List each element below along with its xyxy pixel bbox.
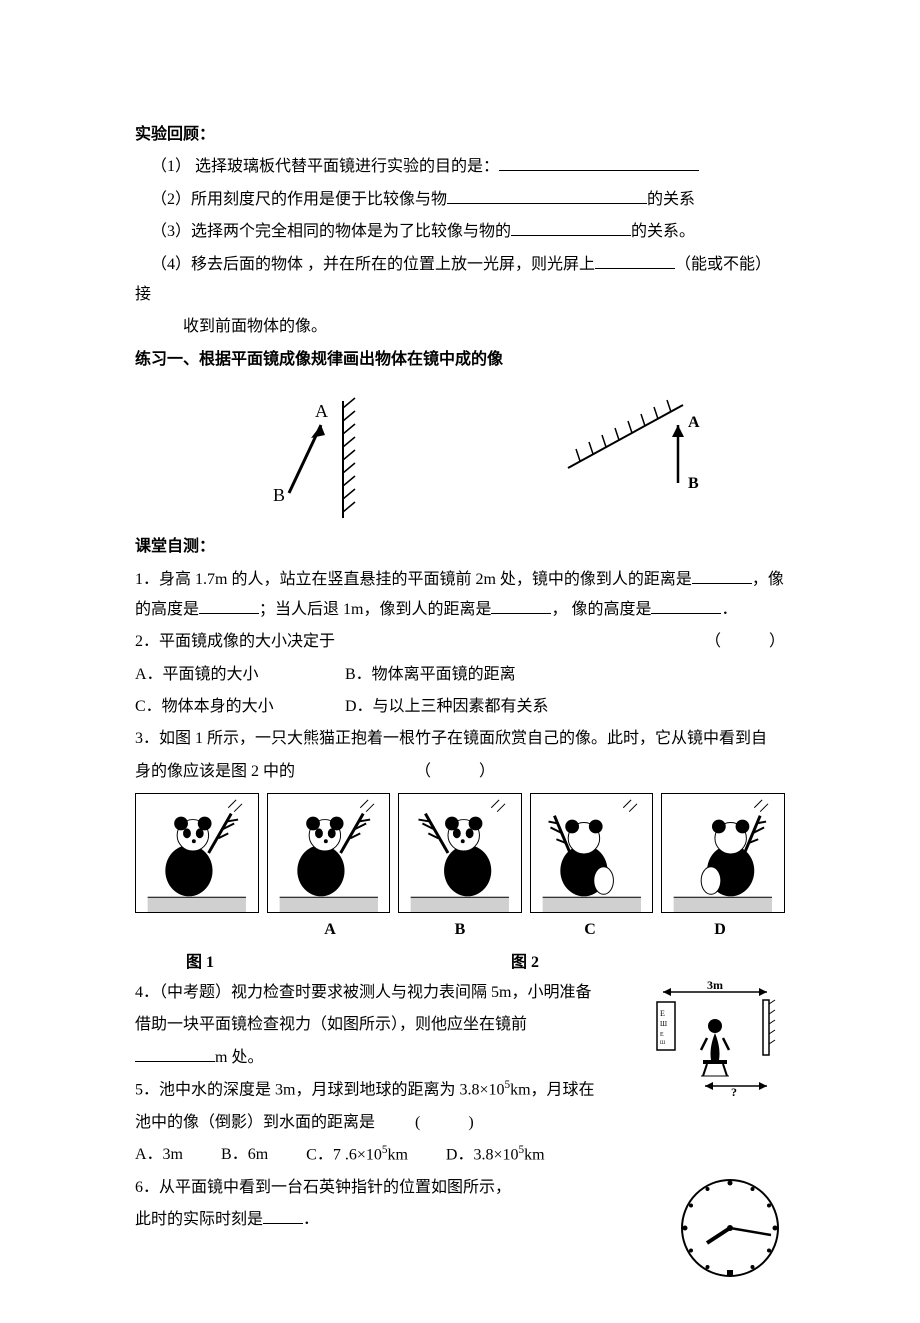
label-a: A xyxy=(265,915,395,945)
panda-opt-a[interactable] xyxy=(267,793,391,913)
ex1-heading: 练习一、根据平面镜成像规律画出物体在镜中成的像 xyxy=(135,345,785,375)
diagram-row-1: A B A B xyxy=(135,383,785,528)
q2-text: 2．平面镜成像的大小决定于 xyxy=(135,627,335,657)
q1-e: ． xyxy=(721,601,737,618)
panda-row xyxy=(135,793,785,913)
r3-post: 的关系。 xyxy=(631,223,695,240)
panda-labels: A B C D xyxy=(135,915,785,945)
q3-b: 身的像应该是图 2 中的 xyxy=(135,757,295,787)
label-c: C xyxy=(525,915,655,945)
label-d: D xyxy=(655,915,785,945)
q5-b: 池中的像（倒影）到水面的距离是 xyxy=(135,1108,375,1138)
panda-opt-d[interactable] xyxy=(661,793,785,913)
blank[interactable] xyxy=(595,253,675,269)
svg-text:B: B xyxy=(688,475,699,492)
r1-pre: （1） 选择玻璃板代替平面镜进行实验的目的是： xyxy=(151,158,499,175)
review-item-3: （3）选择两个完全相同的物体是为了比较像与物的 的关系。 xyxy=(135,217,785,247)
q4-line2: 借助一块平面镜检查视力（如图所示），则他应坐在镜前 xyxy=(135,1010,635,1040)
panda-fig1 xyxy=(135,793,259,913)
blank[interactable] xyxy=(447,188,647,204)
q5-paren[interactable]: ( ) xyxy=(415,1108,474,1138)
fig1-label: 图 1 xyxy=(135,948,265,978)
svg-text:3m: 3m xyxy=(707,978,723,992)
q4-diagram: 3m EШEШ ? xyxy=(645,978,785,1098)
svg-text:E: E xyxy=(660,1009,665,1018)
q6-line2: 此时的实际时刻是 ． xyxy=(135,1205,665,1235)
r2-pre: （2）所用刻度尺的作用是便于比较像与物 xyxy=(151,191,447,208)
svg-text:Ш: Ш xyxy=(660,1041,665,1046)
q2-opt-a[interactable]: A．平面镜的大小 xyxy=(135,660,315,690)
svg-text:A: A xyxy=(315,401,328,421)
blank[interactable] xyxy=(692,568,752,584)
q5-line1: 5．池中水的深度是 3m，月球到地球的距离为 3.8×105km，月球在 xyxy=(135,1075,635,1106)
q2-opts-2: C．物体本身的大小 D．与以上三种因素都有关系 xyxy=(135,692,785,722)
fig-labels: 图 1 图 2 xyxy=(135,948,785,978)
q5-opt-b[interactable]: B．6m xyxy=(221,1140,268,1171)
blank[interactable] xyxy=(491,598,551,614)
q1-c: ；当人后退 1m，像到人的距离是 xyxy=(259,601,491,618)
q6-b: 此时的实际时刻是 xyxy=(135,1211,263,1228)
fig2-label: 图 2 xyxy=(265,948,785,978)
q4-c: m 处。 xyxy=(215,1049,263,1066)
review-heading: 实验回顾： xyxy=(135,120,785,150)
q2-opt-c[interactable]: C．物体本身的大小 xyxy=(135,692,315,722)
diagram-mirror-angled: A B xyxy=(538,383,718,528)
clock-diagram xyxy=(675,1173,785,1283)
svg-text:B: B xyxy=(273,485,285,505)
q4-line1: 4．（中考题）视力检查时要求被测人与视力表间隔 5m，小明准备 xyxy=(135,978,635,1008)
q6-line1: 6．从平面镜中看到一台石英钟指针的位置如图所示， xyxy=(135,1173,665,1203)
blank[interactable] xyxy=(499,155,699,171)
q1: 1．身高 1.7m 的人，站立在竖直悬挂的平面镜前 2m 处，镜中的像到人的距离… xyxy=(135,565,785,626)
panda-opt-b[interactable] xyxy=(398,793,522,913)
q5-line2: 池中的像（倒影）到水面的距离是 ( ) xyxy=(135,1108,635,1138)
q5-a2: km，月球在 xyxy=(510,1082,594,1099)
svg-text:?: ? xyxy=(731,1085,737,1098)
diagram-mirror-vertical: A B xyxy=(203,383,403,528)
q2-opts-1: A．平面镜的大小 B．物体离平面镜的距离 xyxy=(135,660,785,690)
svg-text:A: A xyxy=(688,414,700,431)
review-item-2: （2）所用刻度尺的作用是便于比较像与物 的关系 xyxy=(135,185,785,215)
blank[interactable] xyxy=(263,1208,303,1224)
panda-opt-c[interactable] xyxy=(530,793,654,913)
q6: 6．从平面镜中看到一台石英钟指针的位置如图所示， 此时的实际时刻是 ． xyxy=(135,1173,785,1283)
q1-d: ， 像的高度是 xyxy=(551,601,651,618)
q2-opt-b[interactable]: B．物体离平面镜的距离 xyxy=(345,660,516,690)
q5-a: 5．池中水的深度是 3m，月球到地球的距离为 3.8×10 xyxy=(135,1082,504,1099)
q6-c: ． xyxy=(303,1211,319,1228)
review-item-1: （1） 选择玻璃板代替平面镜进行实验的目的是： xyxy=(135,152,785,182)
blank[interactable] xyxy=(511,220,631,236)
q5-opt-c[interactable]: C．7 .6×105km xyxy=(306,1140,408,1171)
selftest-heading: 课堂自测： xyxy=(135,532,785,562)
r4-pre: （4）移去后面的物体 ，并在所在的位置上放一光屏，则光屏上 xyxy=(151,256,595,273)
q3-line2: 身的像应该是图 2 中的 （ ） xyxy=(135,757,785,787)
spacer xyxy=(135,915,265,945)
blank[interactable] xyxy=(199,598,259,614)
q4-line3: m 处。 xyxy=(135,1043,635,1073)
r2-post: 的关系 xyxy=(647,191,695,208)
q1-a: 1．身高 1.7m 的人，站立在竖直悬挂的平面镜前 2m 处，镜中的像到人的距离… xyxy=(135,571,692,588)
review-item-4b: 收到前面物体的像。 xyxy=(135,312,785,342)
q5-options: A．3m B．6m C．7 .6×105km D．3.8×105km xyxy=(135,1140,785,1171)
svg-text:Ш: Ш xyxy=(660,1020,667,1028)
review-item-4: （4）移去后面的物体 ，并在所在的位置上放一光屏，则光屏上（能或不能）接 xyxy=(135,250,785,311)
svg-text:E: E xyxy=(660,1032,664,1038)
r3-pre: （3）选择两个完全相同的物体是为了比较像与物的 xyxy=(151,223,511,240)
q2-paren[interactable]: （ ） xyxy=(705,627,785,657)
q5-opt-d[interactable]: D．3.8×105km xyxy=(446,1140,545,1171)
q5-opt-a[interactable]: A．3m xyxy=(135,1140,183,1171)
blank[interactable] xyxy=(135,1046,215,1062)
q4: 4．（中考题）视力检查时要求被测人与视力表间隔 5m，小明准备 借助一块平面镜检… xyxy=(135,978,785,1140)
q2: 2．平面镜成像的大小决定于 （ ） xyxy=(135,627,785,657)
label-b: B xyxy=(395,915,525,945)
q2-opt-d[interactable]: D．与以上三种因素都有关系 xyxy=(345,692,549,722)
q3-paren[interactable]: （ ） xyxy=(415,757,495,787)
blank[interactable] xyxy=(651,598,721,614)
q3-line1: 3．如图 1 所示，一只大熊猫正抱着一根竹子在镜面欣赏自己的像。此时，它从镜中看… xyxy=(135,724,785,754)
